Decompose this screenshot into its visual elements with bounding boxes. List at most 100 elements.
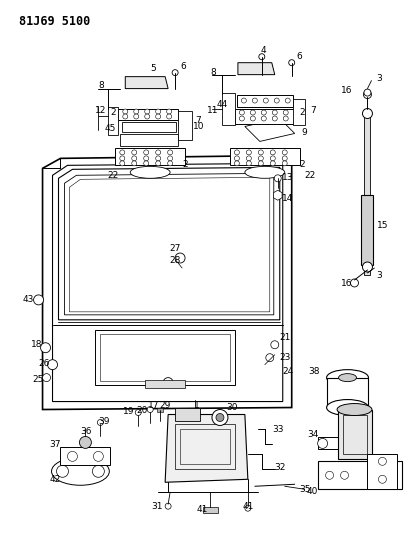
Text: 6: 6 xyxy=(297,52,303,61)
Text: 29: 29 xyxy=(159,401,171,410)
Text: 39: 39 xyxy=(99,417,110,426)
Circle shape xyxy=(156,150,161,155)
Circle shape xyxy=(134,114,139,119)
Text: 8: 8 xyxy=(210,68,216,77)
Circle shape xyxy=(274,175,281,182)
Circle shape xyxy=(247,161,252,166)
Bar xyxy=(175,408,200,422)
Circle shape xyxy=(258,161,263,166)
Text: 43: 43 xyxy=(23,295,34,304)
Circle shape xyxy=(282,156,287,161)
Circle shape xyxy=(134,109,139,114)
Circle shape xyxy=(43,374,50,382)
Circle shape xyxy=(378,457,387,465)
Circle shape xyxy=(283,110,288,115)
Circle shape xyxy=(147,407,153,413)
Circle shape xyxy=(341,471,349,479)
Text: 24: 24 xyxy=(282,367,293,376)
Circle shape xyxy=(145,114,150,119)
Text: 11: 11 xyxy=(207,106,219,115)
Circle shape xyxy=(144,150,149,155)
Circle shape xyxy=(172,70,178,76)
Circle shape xyxy=(258,150,263,155)
Circle shape xyxy=(156,156,161,161)
Circle shape xyxy=(132,150,137,155)
Polygon shape xyxy=(120,134,178,147)
Circle shape xyxy=(241,98,247,103)
Circle shape xyxy=(363,91,371,99)
Circle shape xyxy=(261,110,266,115)
Circle shape xyxy=(166,114,172,119)
Circle shape xyxy=(40,343,50,353)
Text: 28: 28 xyxy=(169,255,181,264)
Circle shape xyxy=(165,503,171,509)
Text: 7: 7 xyxy=(195,116,201,125)
Text: 7: 7 xyxy=(310,106,316,115)
Circle shape xyxy=(240,110,244,115)
Circle shape xyxy=(283,116,288,121)
Ellipse shape xyxy=(245,166,285,179)
Text: 25: 25 xyxy=(32,375,43,384)
Circle shape xyxy=(156,114,161,119)
Circle shape xyxy=(235,161,240,166)
Circle shape xyxy=(168,150,173,155)
Polygon shape xyxy=(52,163,283,401)
Bar xyxy=(145,379,185,387)
Circle shape xyxy=(351,279,358,287)
Text: 32: 32 xyxy=(274,463,285,472)
Text: 17: 17 xyxy=(148,401,160,410)
Circle shape xyxy=(285,98,290,103)
Text: 12: 12 xyxy=(95,106,106,115)
Polygon shape xyxy=(238,63,275,75)
Bar xyxy=(180,430,230,464)
Circle shape xyxy=(67,451,77,462)
Text: 37: 37 xyxy=(50,440,61,449)
Circle shape xyxy=(240,116,244,121)
Polygon shape xyxy=(235,109,295,125)
Circle shape xyxy=(289,60,295,66)
Polygon shape xyxy=(108,107,118,135)
Polygon shape xyxy=(178,110,192,140)
Circle shape xyxy=(135,409,141,416)
Circle shape xyxy=(235,150,240,155)
Circle shape xyxy=(235,156,240,161)
Circle shape xyxy=(97,419,103,425)
Circle shape xyxy=(163,377,173,387)
Circle shape xyxy=(93,451,103,462)
Circle shape xyxy=(120,156,125,161)
Circle shape xyxy=(282,150,287,155)
Circle shape xyxy=(261,116,266,121)
Text: 21: 21 xyxy=(279,333,290,342)
Circle shape xyxy=(282,161,287,166)
Ellipse shape xyxy=(130,166,170,179)
Polygon shape xyxy=(293,99,305,125)
Text: 23: 23 xyxy=(279,353,290,362)
Circle shape xyxy=(120,150,125,155)
Circle shape xyxy=(270,156,275,161)
Circle shape xyxy=(385,471,393,479)
Text: 38: 38 xyxy=(308,367,319,376)
Circle shape xyxy=(318,439,328,448)
Circle shape xyxy=(270,161,275,166)
Circle shape xyxy=(270,150,275,155)
Text: 9: 9 xyxy=(302,128,308,137)
Polygon shape xyxy=(165,415,248,482)
Circle shape xyxy=(272,116,277,121)
Polygon shape xyxy=(122,123,176,133)
Circle shape xyxy=(156,109,161,114)
Text: 16: 16 xyxy=(341,279,352,288)
Bar xyxy=(100,334,230,381)
Text: 31: 31 xyxy=(152,502,163,511)
Circle shape xyxy=(145,109,150,114)
Circle shape xyxy=(212,409,228,425)
Text: 41: 41 xyxy=(242,502,254,511)
Circle shape xyxy=(216,414,224,422)
Circle shape xyxy=(370,471,378,479)
Circle shape xyxy=(258,156,263,161)
Polygon shape xyxy=(118,109,178,120)
Circle shape xyxy=(47,360,57,370)
Circle shape xyxy=(271,341,279,349)
Bar xyxy=(318,462,402,489)
Circle shape xyxy=(247,150,252,155)
Circle shape xyxy=(156,161,161,166)
